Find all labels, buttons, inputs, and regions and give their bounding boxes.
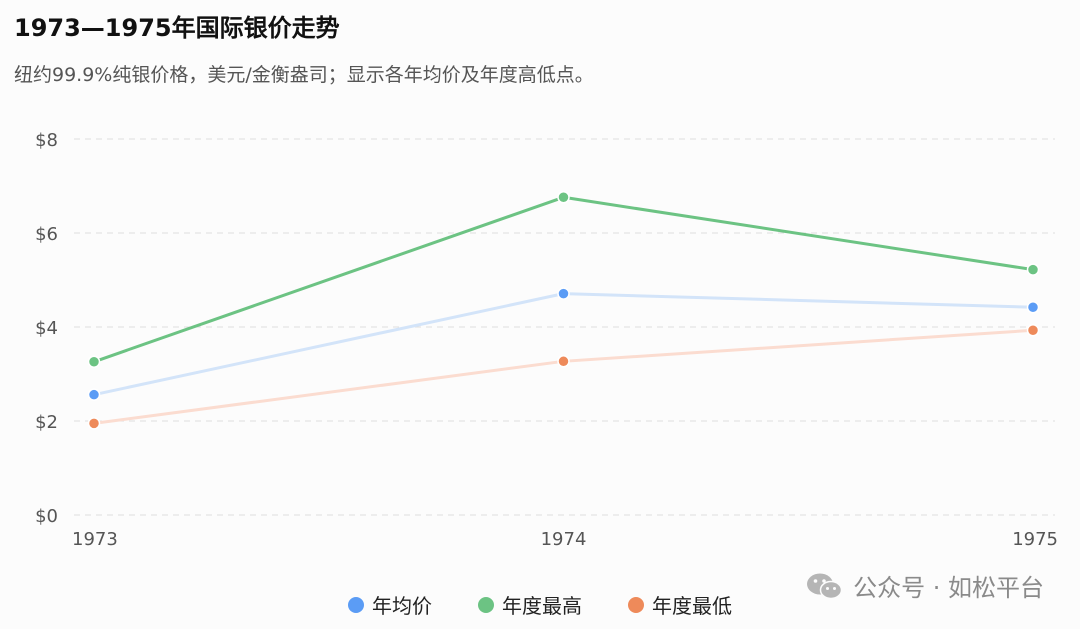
y-tick-label: $6 [35,224,58,245]
line-chart: $0 $2 $4 $6 $8 1973 1974 1975 [35,130,1058,550]
legend-label-average: 年均价 [372,594,432,618]
data-point [557,287,570,300]
legend: 年均价 年度最高 年度最低 [0,590,1080,619]
watermark: 公众号 · 如松平台 [805,568,1044,603]
legend-swatch-low [628,596,644,613]
legend-swatch-high [478,596,494,613]
data-point [1026,263,1040,276]
chart-title: 1973—1975年国际银价走势 [14,14,340,42]
data-point [87,355,101,369]
data-point [87,388,101,401]
data-point [87,417,101,430]
x-tick-label: 1974 [541,529,587,550]
watermark-text: 公众号 · 如松平台 [853,574,1044,602]
chart-subtitle: 纽约99.9%纯银价格，美元/金衡盎司；显示各年均价及年度高低点。 [14,64,594,86]
data-point [557,355,570,368]
y-tick-label: $0 [35,506,58,527]
legend-label-low: 年度最低 [652,594,732,618]
y-tick-label: $8 [35,130,58,151]
series-line-0 [93,292,1034,397]
data-point [557,191,570,204]
data-point [1026,301,1040,314]
series-line-1 [93,195,1034,364]
series-line-2 [93,328,1034,425]
legend-label-high: 年度最高 [502,594,582,618]
x-tick-label: 1973 [72,529,118,550]
wechat-icon [807,573,843,599]
data-point [1026,324,1040,337]
legend-item-average[interactable]: 年均价 [348,590,432,619]
legend-swatch-average [348,596,364,613]
legend-item-high[interactable]: 年度最高 [478,590,582,619]
x-tick-label: 1975 [1012,529,1058,550]
legend-item-low[interactable]: 年度最低 [628,590,732,619]
y-tick-label: $4 [35,318,58,339]
y-tick-label: $2 [35,412,58,433]
